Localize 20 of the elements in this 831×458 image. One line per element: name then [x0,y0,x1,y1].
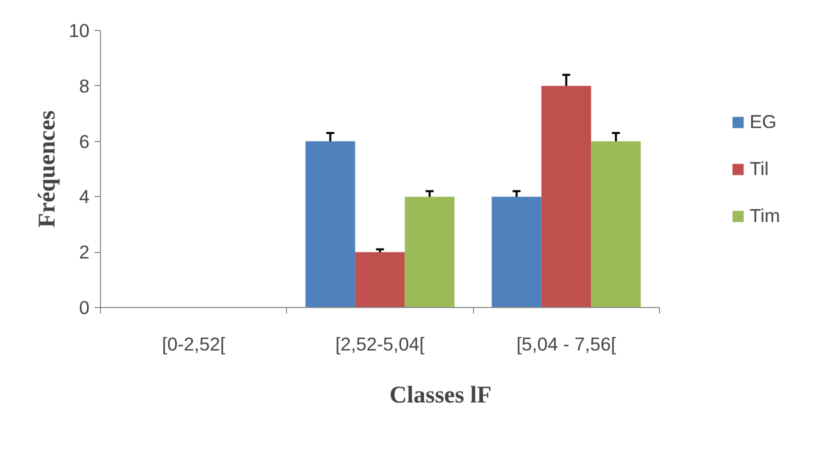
bar [404,196,454,308]
y-tick-label: 8 [79,75,90,96]
x-tick-label: [5,04 - 7,56[ [516,334,617,354]
bar [305,141,356,308]
bar [355,252,405,308]
bar [492,196,542,308]
y-tick-label: 4 [79,186,90,208]
y-tick-label: 2 [79,242,90,263]
bar [541,86,592,308]
bar [591,141,641,308]
x-tick-label: [2,52-5,04[ [335,334,426,354]
y-tick-label: 0 [79,297,90,318]
legend-label: Tim [750,204,780,226]
y-axis-title: Fréquences [34,110,61,228]
x-tick-label: [0-2,52[ [162,334,226,354]
y-tick-label: 10 [68,20,90,41]
x-axis-title: Classes lF [390,382,492,408]
legend-label: Til [750,158,770,180]
y-tick-label: 6 [79,130,90,152]
legend-label: EG [750,110,777,132]
